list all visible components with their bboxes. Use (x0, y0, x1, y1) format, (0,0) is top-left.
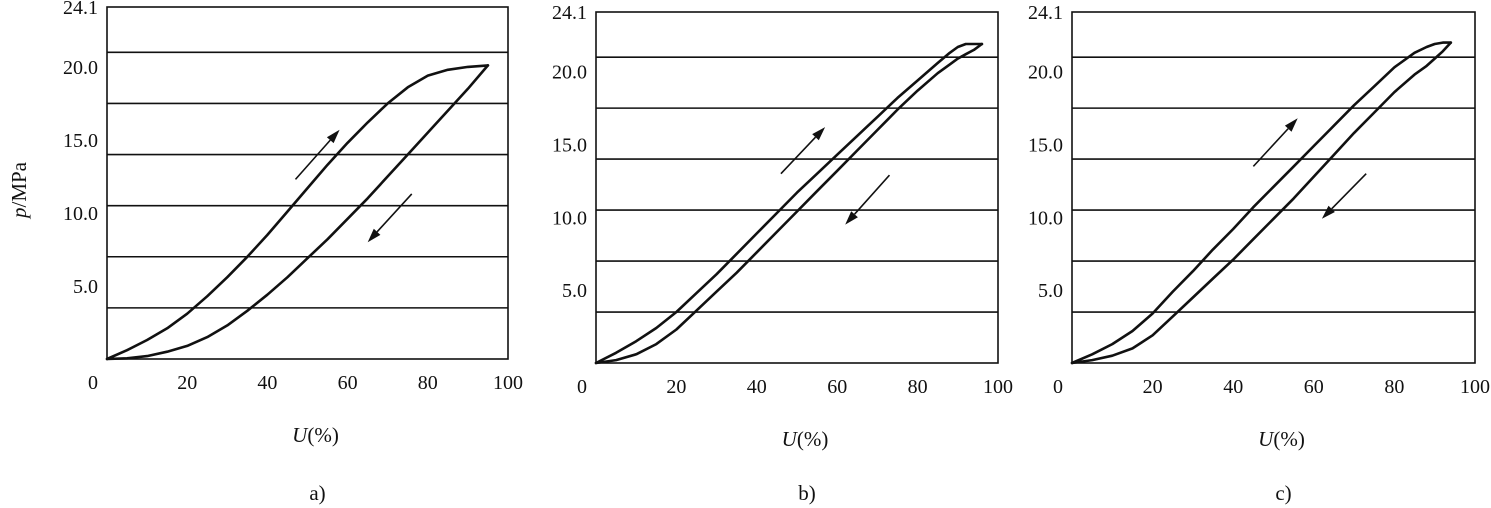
y-tick-label: 20.0 (1028, 62, 1063, 84)
y-tick-label: 15.0 (552, 135, 587, 157)
arrow-head (845, 211, 858, 225)
arrow-up (294, 129, 340, 180)
arrow-head (367, 228, 381, 243)
x-tick-label: 20 (177, 372, 197, 394)
arrow-up (1252, 118, 1298, 167)
x-axis-title-symbol: U (782, 427, 799, 451)
y-axis-title-symbol: p (7, 208, 31, 221)
panel-label: a) (309, 481, 325, 505)
loading-curve (105, 64, 490, 361)
y-tick-label: 10.0 (552, 207, 587, 229)
y-tick-label: 5.0 (73, 276, 98, 298)
arrow-head (1284, 118, 1298, 132)
arrow-head (812, 127, 826, 141)
x-axis-title-symbol: U (292, 423, 309, 447)
x-axis-title-unit: (%) (797, 427, 828, 451)
loading-curve (1070, 41, 1453, 365)
x-tick-label: 20 (666, 376, 686, 398)
loading-curve (594, 42, 984, 365)
arrow-down (845, 174, 891, 225)
y-tick-label: 10.0 (63, 203, 98, 225)
plot-frame (106, 6, 509, 360)
y-tick-label: 20.0 (63, 57, 98, 79)
panel-label: c) (1275, 481, 1291, 505)
x-axis-title: U(%) (1258, 427, 1305, 451)
x-axis-title: U(%) (782, 427, 829, 451)
x-tick-label: 80 (1384, 376, 1404, 398)
unloading-curve (105, 64, 490, 361)
y-tick-label: 15.0 (1028, 135, 1063, 157)
y-tick-label: 24.1 (63, 0, 98, 19)
arrow-shaft (1331, 173, 1367, 210)
unloading-curve (1070, 41, 1453, 365)
x-tick-label: 20 (1143, 376, 1163, 398)
x-tick-label: 60 (1304, 376, 1324, 398)
x-tick-label: 80 (908, 376, 928, 398)
x-axis-title-unit: (%) (1273, 427, 1304, 451)
arrow-down (367, 193, 413, 243)
y-tick-label: 24.1 (1028, 2, 1063, 24)
panel-label: b) (798, 481, 816, 505)
y-axis-title-unit: /MPa (7, 161, 31, 207)
chart-panel-3: 24.1 20.0 15.0 10.0 5.0 0 20 40 60 80 100 U(%) c) (1028, 2, 1490, 505)
x-tick-label: 60 (827, 376, 847, 398)
y-tick-label: 10.0 (1028, 207, 1063, 229)
arrow-up (780, 127, 826, 175)
unloading-curve (594, 42, 984, 365)
chart-panel-1: 24.1 20.0 15.0 10.0 5.0 0 20 40 60 80 100 U(%) a) (63, 0, 523, 505)
arrow-shaft (294, 139, 331, 180)
y-axis-title: p/MPa (7, 161, 31, 220)
x-tick-label: 60 (338, 372, 358, 394)
x-tick-label: 100 (1460, 376, 1490, 398)
y-tick-label: 20.0 (552, 62, 587, 84)
y-tick-label: 24.1 (552, 2, 587, 24)
x-tick-label: 0 (1053, 376, 1063, 398)
chart-panels: 24.120.015.010.05.00 20 40 60 80 100U(%)a)24.… (63, 0, 1490, 505)
x-tick-label: 40 (747, 376, 767, 398)
arrow-shaft (853, 174, 891, 215)
x-tick-label: 40 (257, 372, 277, 394)
x-tick-label: 80 (418, 372, 438, 394)
x-axis-title: U(%) (292, 423, 339, 447)
arrow-shaft (780, 136, 817, 175)
plot-frame (595, 11, 999, 364)
x-axis-title-unit: (%) (307, 423, 338, 447)
x-tick-label: 100 (983, 376, 1013, 398)
chart-panel-2: 24.1 20.0 15.0 10.0 5.0 0 20 40 60 80 100 U(%) b) (552, 2, 1013, 505)
y-tick-label: 5.0 (1038, 280, 1063, 302)
x-axis-title-symbol: U (1258, 427, 1275, 451)
arrow-head (1321, 205, 1335, 219)
x-tick-label: 100 (493, 372, 523, 394)
x-tick-label: 0 (577, 376, 587, 398)
arrow-shaft (376, 193, 413, 233)
x-tick-label: 0 (88, 372, 98, 394)
x-tick-label: 40 (1223, 376, 1243, 398)
arrow-shaft (1252, 128, 1289, 167)
y-tick-label: 15.0 (63, 130, 98, 152)
plot-frame (1071, 11, 1476, 364)
y-tick-label: 5.0 (562, 280, 587, 302)
arrow-head (326, 129, 340, 144)
arrow-down (1321, 173, 1367, 219)
